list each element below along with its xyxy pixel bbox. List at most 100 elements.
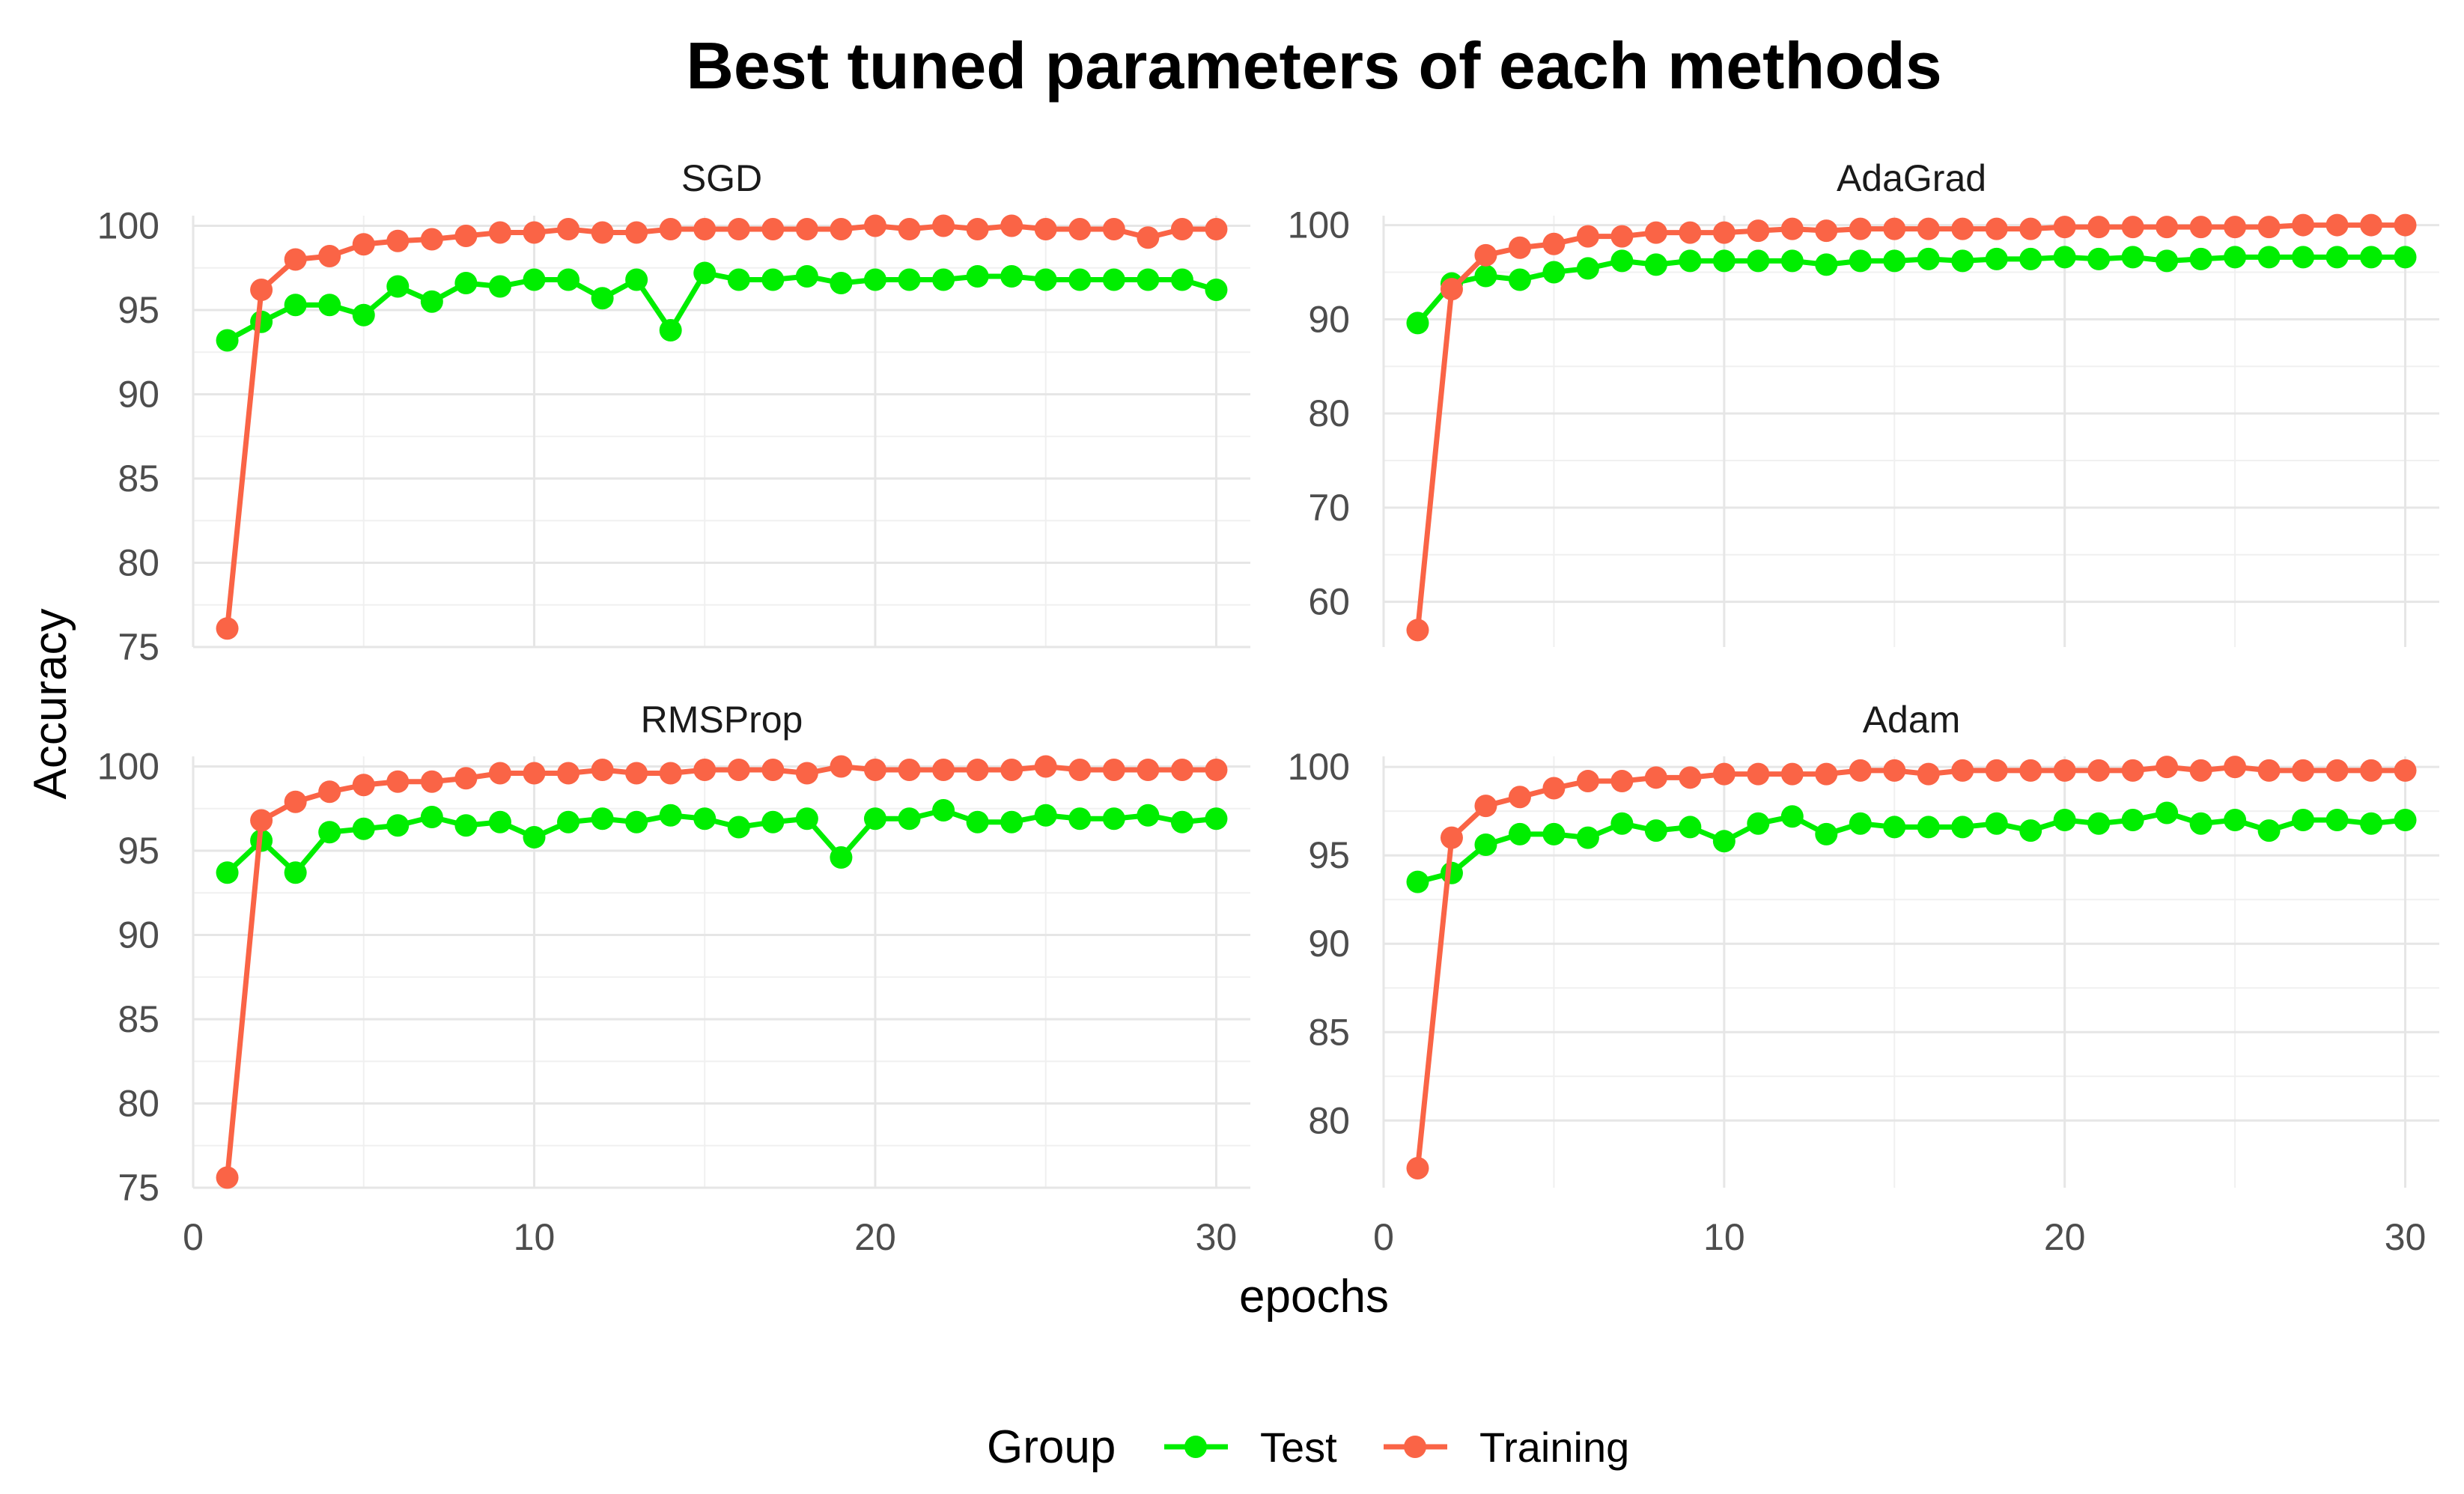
data-point-training <box>250 279 273 301</box>
data-point-training <box>2156 756 2179 779</box>
y-tick-label: 95 <box>118 830 159 872</box>
data-point-training <box>386 770 410 793</box>
y-tick-label: 70 <box>1308 487 1350 529</box>
data-point-test <box>2360 246 2383 269</box>
y-tick-label: 85 <box>118 998 159 1040</box>
data-point-training <box>1205 218 1228 240</box>
x-tick-label: 0 <box>1373 1216 1394 1258</box>
grid-adam <box>1382 756 2439 1188</box>
data-point-test <box>1068 268 1092 291</box>
data-point-training <box>1917 762 1940 786</box>
legend-key-point-training <box>1404 1436 1426 1458</box>
data-point-training <box>2019 759 2042 782</box>
data-point-test <box>795 807 818 830</box>
legend-label-training: Training <box>1479 1424 1629 1471</box>
legend-entries: Test Training <box>1164 1424 1629 1471</box>
x-tick-label: 20 <box>854 1216 896 1258</box>
data-point-test <box>1170 810 1193 833</box>
chart-title: Best tuned parameters of each methods <box>686 28 1941 103</box>
data-point-training <box>1474 243 1497 267</box>
facet-label-adam: Adam <box>1863 699 1961 741</box>
legend: Group Test Training <box>987 1421 1629 1473</box>
data-point-training <box>727 759 750 781</box>
x-tick-label: 10 <box>514 1216 556 1258</box>
data-point-training <box>2394 759 2417 782</box>
data-point-training <box>488 762 511 785</box>
series-training-sgd <box>216 214 1228 640</box>
data-point-test <box>1542 261 1566 284</box>
y-axis-title: Accuracy <box>25 609 76 800</box>
data-point-training <box>1508 236 1531 259</box>
data-point-test <box>2292 246 2315 269</box>
data-point-test <box>795 265 818 288</box>
data-point-training <box>591 221 614 244</box>
data-point-test <box>966 810 989 833</box>
data-point-training <box>1985 217 2008 240</box>
y-ticks-sgd: 75 80 85 90 95 100 <box>97 205 159 669</box>
data-point-training <box>1883 217 1906 240</box>
data-point-training <box>625 221 648 244</box>
data-point-test <box>454 814 478 837</box>
data-point-test <box>2394 246 2417 269</box>
data-point-test <box>2257 819 2281 842</box>
data-point-training <box>523 221 546 244</box>
data-point-training <box>2121 216 2144 239</box>
data-point-training <box>2360 213 2383 237</box>
data-point-test <box>830 846 853 869</box>
y-tick-label: 85 <box>118 458 159 499</box>
data-point-training <box>1068 759 1092 781</box>
data-point-test <box>1474 833 1497 857</box>
data-point-training <box>1102 759 1125 781</box>
data-point-test <box>2394 808 2417 831</box>
data-point-training <box>2189 759 2212 782</box>
data-point-test <box>1780 805 1804 828</box>
data-point-test <box>1406 870 1429 893</box>
data-point-training <box>1000 214 1023 237</box>
data-point-test <box>932 799 955 822</box>
data-point-training <box>1849 759 1872 782</box>
data-point-training <box>1034 218 1057 240</box>
data-point-test <box>1712 830 1736 853</box>
data-point-training <box>2394 213 2417 237</box>
data-point-training <box>1542 777 1566 800</box>
data-point-test <box>2360 812 2383 835</box>
data-point-test <box>1985 812 2008 835</box>
data-point-test <box>1883 816 1906 839</box>
data-point-test <box>1610 249 1634 273</box>
y-tick-label: 95 <box>1308 834 1350 876</box>
data-point-training <box>1474 795 1497 818</box>
legend-label-test: Test <box>1260 1424 1337 1471</box>
data-point-test <box>1205 807 1228 830</box>
data-point-test <box>1542 822 1566 845</box>
data-point-test <box>1712 249 1736 273</box>
data-point-test <box>557 268 580 291</box>
data-point-training <box>659 762 682 785</box>
data-point-training <box>1610 770 1634 793</box>
y-tick-label: 60 <box>1308 581 1350 623</box>
data-point-training <box>2360 759 2383 782</box>
data-point-test <box>727 268 750 291</box>
y-tick-label: 90 <box>118 374 159 416</box>
data-point-training <box>386 229 410 252</box>
data-point-test <box>898 807 921 830</box>
facet-label-sgd: SGD <box>681 157 762 199</box>
data-point-test <box>1917 247 1940 270</box>
data-point-training <box>1542 232 1566 255</box>
data-point-training <box>1985 759 2008 782</box>
data-point-training <box>1205 759 1228 781</box>
x-axis-title: epochs <box>1239 1271 1389 1323</box>
data-point-test <box>1576 826 1599 849</box>
data-point-test <box>318 821 341 844</box>
y-tick-label: 100 <box>97 205 159 247</box>
data-point-test <box>1205 279 1228 301</box>
y-tick-label: 80 <box>1308 1099 1350 1141</box>
data-point-test <box>1474 264 1497 288</box>
data-point-test <box>1034 804 1057 827</box>
data-point-test <box>1747 812 1770 835</box>
data-point-training <box>898 218 921 240</box>
data-point-test <box>1849 812 1872 835</box>
data-point-training <box>1137 226 1160 249</box>
data-point-test <box>523 268 546 291</box>
data-point-training <box>420 228 443 251</box>
legend-key-point-test <box>1184 1436 1207 1458</box>
